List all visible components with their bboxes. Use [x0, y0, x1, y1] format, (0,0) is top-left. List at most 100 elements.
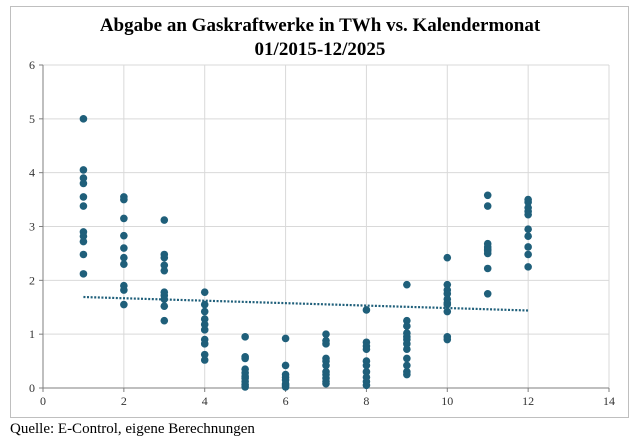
trendline-segment — [83, 295, 529, 312]
data-point — [524, 232, 532, 240]
data-point — [524, 263, 532, 271]
x-tick-label: 6 — [283, 394, 289, 408]
data-point — [281, 383, 290, 391]
data-point — [281, 361, 290, 370]
data-point — [443, 253, 452, 262]
data-point — [362, 368, 371, 376]
data-point — [120, 231, 128, 240]
y-tick-label: 3 — [29, 220, 35, 234]
scatter-chart: Abgabe an Gaskraftwerke in TWh vs. Kalen… — [29, 15, 615, 408]
y-tick-label: 4 — [29, 166, 35, 180]
data-point — [79, 202, 88, 210]
y-tick-label: 2 — [29, 273, 35, 287]
data-point — [443, 280, 452, 289]
data-point — [160, 253, 169, 262]
data-point — [403, 370, 411, 379]
data-point — [241, 354, 249, 363]
data-point — [200, 288, 209, 296]
data-point — [79, 250, 88, 259]
x-tick-label: 4 — [202, 394, 208, 408]
data-point — [79, 270, 88, 278]
data-point — [322, 361, 330, 370]
data-point — [120, 214, 128, 223]
data-point — [200, 356, 209, 364]
data-point — [443, 300, 452, 309]
data-point — [443, 289, 452, 298]
x-tick-label: 14 — [603, 394, 615, 408]
data-point — [403, 280, 411, 289]
chart-frame: Abgabe an Gaskraftwerke in TWh vs. Kalen… — [10, 6, 629, 418]
chart-title: Abgabe an Gaskraftwerke in TWh vs. Kalen… — [100, 15, 541, 36]
data-point — [79, 115, 88, 123]
chart-subtitle: 01/2015-12/2025 — [255, 39, 386, 60]
y-tick-label: 0 — [29, 381, 35, 395]
y-tick-label: 6 — [29, 58, 35, 72]
data-point — [281, 334, 290, 343]
data-point — [200, 326, 209, 334]
source-note: Quelle: E-Control, eigene Berechnungen — [10, 421, 255, 437]
data-point — [160, 295, 169, 303]
y-tick-label: 1 — [29, 327, 35, 341]
data-point — [120, 195, 128, 204]
data-point — [322, 340, 330, 348]
data-point — [79, 232, 88, 240]
trendline — [83, 295, 529, 312]
data-point — [160, 261, 169, 270]
data-point — [79, 174, 88, 182]
data-point — [403, 340, 411, 348]
x-tick-label: 8 — [363, 394, 369, 408]
data-point — [160, 316, 169, 325]
data-point — [443, 335, 452, 344]
data-point — [403, 361, 411, 370]
data-point — [79, 237, 88, 246]
data-point — [241, 333, 249, 341]
data-point — [160, 302, 169, 310]
data-point — [200, 300, 209, 309]
data-point — [403, 345, 411, 354]
data-point — [524, 250, 532, 259]
data-point — [403, 316, 411, 325]
data-point — [120, 286, 128, 294]
data-point — [120, 244, 128, 252]
y-tick-label: 5 — [29, 112, 35, 126]
data-point — [79, 193, 88, 201]
data-point — [362, 345, 371, 354]
x-tick-label: 10 — [441, 394, 453, 408]
data-point — [524, 243, 532, 251]
data-point — [241, 383, 249, 391]
data-point — [200, 340, 209, 348]
data-point — [443, 307, 452, 316]
data-point — [120, 300, 128, 309]
x-tick-label: 0 — [40, 394, 46, 408]
data-point — [200, 307, 209, 316]
data-point — [403, 322, 411, 330]
data-point — [120, 253, 128, 262]
data-points — [79, 115, 532, 391]
axes — [39, 64, 610, 392]
data-point — [524, 225, 532, 233]
data-point — [483, 249, 492, 258]
data-point — [362, 361, 371, 370]
data-point — [362, 306, 371, 314]
data-point — [79, 179, 88, 188]
data-point — [483, 202, 492, 210]
data-point — [160, 266, 169, 275]
data-point — [483, 289, 492, 298]
data-point — [322, 379, 330, 388]
data-point — [200, 320, 209, 329]
x-tick-label: 12 — [522, 394, 534, 408]
data-point — [524, 198, 532, 207]
data-point — [483, 191, 492, 200]
data-point — [160, 216, 169, 224]
data-point — [403, 354, 411, 363]
data-point — [524, 210, 532, 219]
data-point — [200, 350, 209, 359]
data-point — [79, 166, 88, 174]
data-point — [362, 381, 371, 390]
data-point — [200, 315, 209, 323]
data-point — [120, 260, 128, 268]
data-point — [322, 330, 330, 338]
x-tick-label: 2 — [121, 394, 127, 408]
data-point — [483, 264, 492, 273]
